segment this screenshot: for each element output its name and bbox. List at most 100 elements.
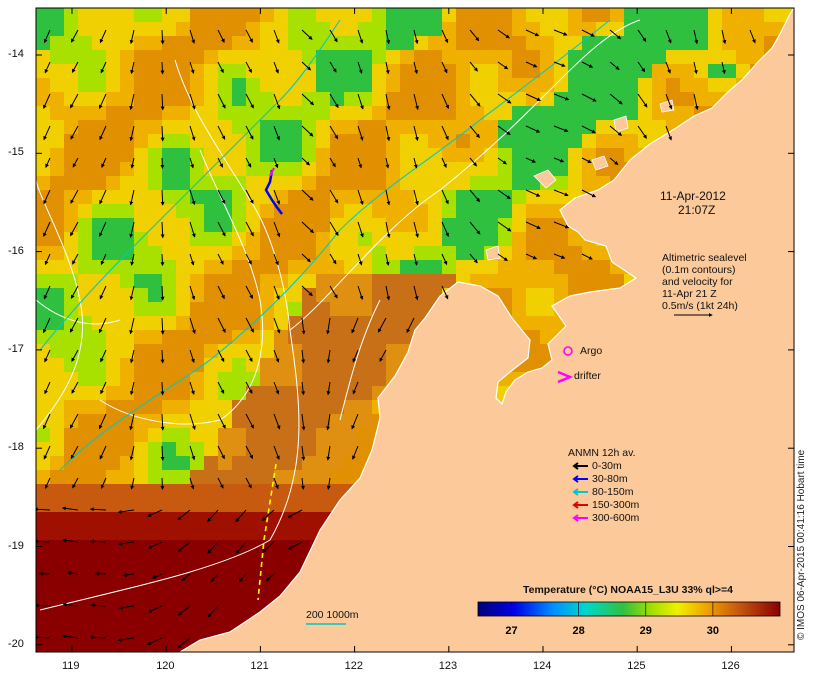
sst-cell [372,218,386,232]
sst-cell [260,302,274,316]
sst-cell [106,78,120,92]
sst-cell [78,246,92,260]
sst-cell [50,260,64,274]
velocity-arrow [301,221,314,234]
sst-cell [498,50,512,64]
sst-cell [162,106,176,120]
sst-cell [106,386,120,400]
sst-cell [162,470,176,484]
velocity-arrow [693,29,699,45]
sst-cell [330,50,344,64]
sst-cell [148,498,162,512]
sst-cell [554,232,568,246]
sst-cell [64,148,78,162]
sst-cell [92,456,106,470]
sst-cell [204,176,218,190]
sst-cell [64,456,78,470]
sst-cell [288,246,302,260]
sst-cell [484,134,498,148]
sst-cell [148,526,162,540]
velocity-arrow [469,189,481,203]
velocity-arrow [217,189,226,205]
sst-cell [50,386,64,400]
sst-cell [78,638,92,652]
sst-cell [302,176,316,190]
sst-cell [288,344,302,358]
sst-cell [134,624,148,638]
sst-cell [148,204,162,218]
sst-cell [260,120,274,134]
sst-cell [274,78,288,92]
sst-cell [120,302,134,316]
sst-cell [204,540,218,554]
sst-cell [148,134,162,148]
velocity-arrow [118,541,135,546]
sst-cell [162,442,176,456]
sst-cell [484,218,498,232]
sst-cell [162,162,176,176]
sst-cell [554,106,568,120]
sst-cell [386,22,400,36]
sst-cell [624,134,638,148]
velocity-arrow [357,285,364,301]
sst-cell [162,8,176,22]
sst-cell [204,498,218,512]
sst-cell [386,36,400,50]
sst-cell [190,372,204,386]
sst-cell [148,330,162,344]
lon-tick-label: 120 [156,660,175,672]
sst-cell [540,274,554,288]
sst-cell [358,246,372,260]
sst-cell [134,400,148,414]
sst-cell [176,134,190,148]
sst-cell [302,218,316,232]
velocity-arrow [189,477,195,490]
sst-cell [694,22,708,36]
sst-cell [218,456,232,470]
sst-cell [190,568,204,582]
sst-cell [484,176,498,190]
sst-cell [50,288,64,302]
sst-cell [302,64,316,78]
velocity-arrow [287,541,303,550]
velocity-arrow [441,189,449,205]
sst-cell [442,8,456,22]
velocity-arrow [61,634,79,639]
sst-cell [414,190,428,204]
sst-cell [526,204,540,218]
sst-cell [344,50,358,64]
sst-cell [750,36,764,50]
velocity-arrow [329,253,337,265]
velocity-arrow [129,445,135,461]
sst-cell [120,36,134,50]
sst-cell [218,50,232,64]
sst-cell [372,148,386,162]
sst-cell [50,372,64,386]
velocity-arrow [189,29,196,44]
sst-cell [120,512,134,526]
sst-cell [106,162,120,176]
sst-cell [120,218,134,232]
sst-cell [246,456,260,470]
sst-cell [204,302,218,316]
sst-cell [190,596,204,610]
sst-cell [512,120,526,134]
velocity-arrow [101,157,107,168]
sst-cell [50,8,64,22]
sst-cell [232,8,246,22]
sst-cell [64,8,78,22]
velocity-arrow [36,507,51,512]
sst-cell [36,330,50,344]
sst-cell [148,456,162,470]
velocity-arrow [129,125,135,142]
sst-cell [218,246,232,260]
velocity-arrow [99,285,107,300]
sst-cell [176,78,190,92]
sst-cell [50,148,64,162]
velocity-arrow [497,157,507,165]
sst-cell [106,442,120,456]
sst-cell [176,512,190,526]
sst-cell [568,148,582,162]
sst-cell [92,498,106,512]
sst-cell [344,92,358,106]
